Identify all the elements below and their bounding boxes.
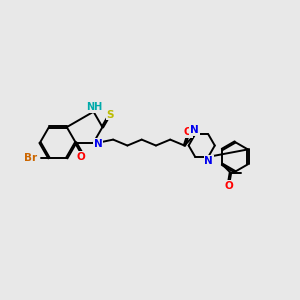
Text: O: O xyxy=(77,152,85,162)
Text: N: N xyxy=(94,139,102,149)
Text: Br: Br xyxy=(24,153,37,163)
Text: S: S xyxy=(107,110,114,119)
Text: O: O xyxy=(183,128,192,137)
Text: O: O xyxy=(225,181,233,191)
Text: N: N xyxy=(205,156,213,166)
Text: NH: NH xyxy=(87,102,103,112)
Text: N: N xyxy=(190,125,199,135)
